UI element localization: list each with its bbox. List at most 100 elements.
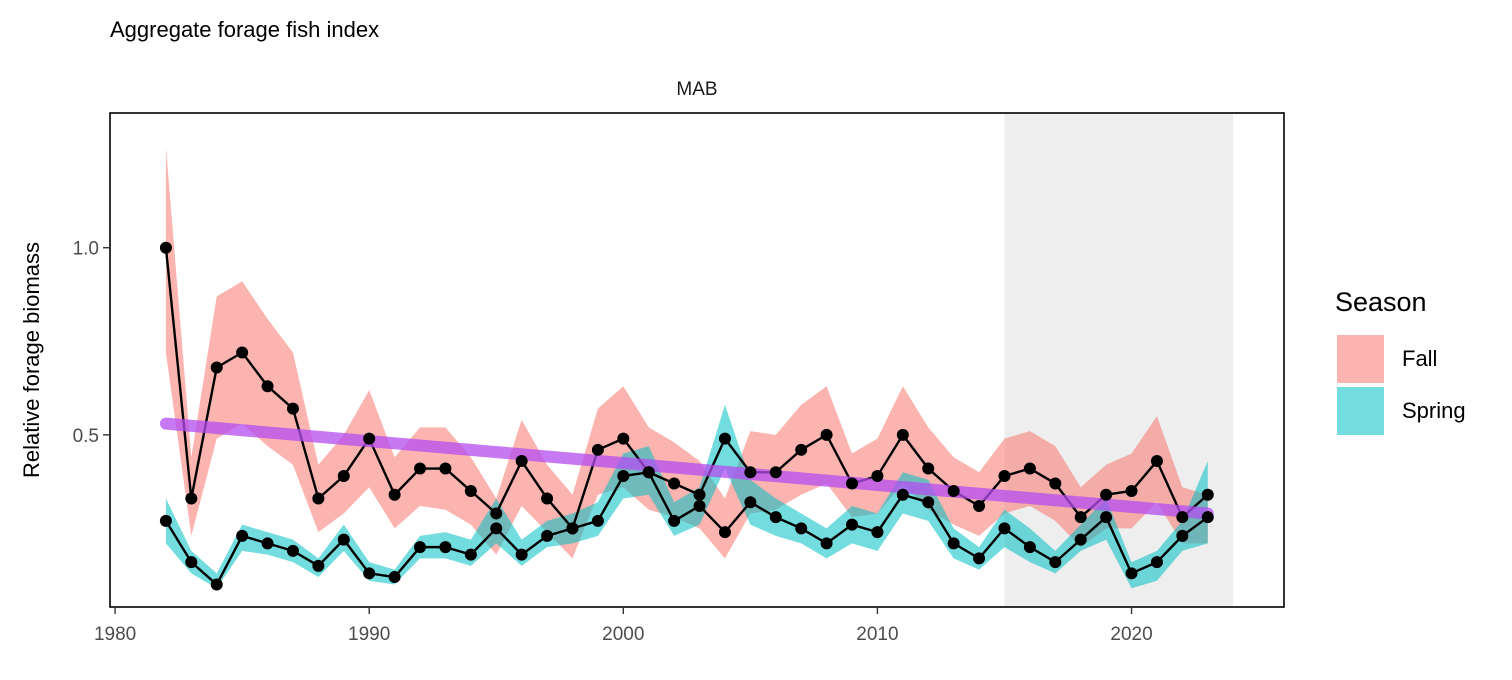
data-point-spring <box>973 552 986 565</box>
x-tick-label: 2000 <box>602 624 644 645</box>
x-tick-label: 2020 <box>1110 624 1152 645</box>
ribbon-fall <box>165 146 1208 559</box>
data-point-spring <box>210 578 223 591</box>
x-tick-label: 1990 <box>348 624 390 645</box>
data-point-fall <box>1049 477 1062 490</box>
data-point-spring <box>693 499 706 512</box>
data-point-fall <box>1176 511 1189 524</box>
data-point-spring <box>515 548 528 561</box>
data-point-fall <box>541 492 554 505</box>
chart-title: Aggregate forage fish index <box>110 17 379 42</box>
data-point-fall <box>1201 488 1214 501</box>
legend-title: Season <box>1335 287 1427 317</box>
data-point-fall <box>337 470 350 483</box>
data-point-fall <box>1074 511 1087 524</box>
data-point-fall <box>998 470 1011 483</box>
data-point-fall <box>236 346 249 359</box>
data-point-fall <box>591 443 604 456</box>
data-point-fall <box>795 443 808 456</box>
y-tick-label: 0.5 <box>73 426 99 447</box>
data-point-spring <box>642 466 655 479</box>
data-point-spring <box>286 544 299 557</box>
data-point-spring <box>337 533 350 546</box>
data-point-fall <box>388 488 401 501</box>
data-point-spring <box>363 567 376 580</box>
data-point-spring <box>718 526 731 539</box>
data-point-spring <box>795 522 808 535</box>
data-point-spring <box>1023 541 1036 554</box>
data-point-spring <box>414 541 427 554</box>
data-point-fall <box>286 402 299 415</box>
data-point-fall <box>922 462 935 475</box>
data-point-spring <box>388 571 401 584</box>
data-point-spring <box>1125 567 1138 580</box>
data-point-spring <box>1150 556 1163 569</box>
y-axis-title: Relative forage biomass <box>19 242 44 478</box>
data-point-fall <box>973 499 986 512</box>
data-point-fall <box>1150 455 1163 468</box>
data-point-fall <box>744 466 757 479</box>
data-point-fall <box>185 492 198 505</box>
data-point-fall <box>617 432 630 445</box>
legend-label-fall: Fall <box>1402 346 1437 371</box>
legend: Season Fall Spring <box>1335 287 1466 435</box>
data-point-spring <box>591 514 604 527</box>
data-point-spring <box>617 470 630 483</box>
data-point-fall <box>515 455 528 468</box>
legend-key-spring <box>1337 387 1384 435</box>
data-point-spring <box>566 522 579 535</box>
data-point-fall <box>871 470 884 483</box>
data-point-spring <box>439 541 452 554</box>
data-point-fall <box>769 466 782 479</box>
data-point-fall <box>363 432 376 445</box>
x-tick-label: 2010 <box>856 624 898 645</box>
data-point-fall <box>846 477 859 490</box>
data-point-spring <box>820 537 833 550</box>
data-point-fall <box>896 428 909 441</box>
data-point-fall <box>439 462 452 475</box>
data-point-spring <box>744 496 757 509</box>
data-point-fall <box>1100 488 1113 501</box>
data-point-spring <box>312 559 325 572</box>
data-point-spring <box>769 511 782 524</box>
data-point-spring <box>185 556 198 569</box>
data-point-spring <box>261 537 274 550</box>
data-point-fall <box>668 477 681 490</box>
data-point-fall <box>718 432 731 445</box>
data-point-fall <box>312 492 325 505</box>
data-point-spring <box>947 537 960 550</box>
data-point-spring <box>846 518 859 531</box>
data-point-spring <box>1049 556 1062 569</box>
data-point-fall <box>210 361 223 374</box>
data-point-spring <box>998 522 1011 535</box>
data-point-fall <box>159 241 172 254</box>
ribbon-spring <box>165 404 1208 589</box>
plot-area: 1980 1990 2000 2010 2020 0.5 1.0 <box>73 112 1285 645</box>
data-point-spring <box>668 514 681 527</box>
data-point-spring <box>1074 533 1087 546</box>
data-point-fall <box>693 488 706 501</box>
data-point-spring <box>1176 529 1189 542</box>
trend-line <box>159 417 1214 520</box>
data-point-spring <box>871 526 884 539</box>
data-point-fall <box>261 380 274 393</box>
facet-label: MAB <box>676 79 717 100</box>
data-point-spring <box>922 496 935 509</box>
legend-key-fall <box>1337 335 1384 383</box>
data-point-fall <box>414 462 427 475</box>
data-point-spring <box>490 522 503 535</box>
data-point-fall <box>820 428 833 441</box>
data-point-fall <box>947 484 960 497</box>
legend-label-spring: Spring <box>1402 398 1466 423</box>
data-point-spring <box>159 514 172 527</box>
data-point-fall <box>490 507 503 520</box>
data-point-spring <box>896 488 909 501</box>
data-point-fall <box>464 484 477 497</box>
data-point-fall <box>1125 484 1138 497</box>
x-tick-label: 1980 <box>94 624 136 645</box>
data-point-fall <box>1023 462 1036 475</box>
data-point-spring <box>1100 511 1113 524</box>
data-point-spring <box>541 529 554 542</box>
data-point-spring <box>236 529 249 542</box>
